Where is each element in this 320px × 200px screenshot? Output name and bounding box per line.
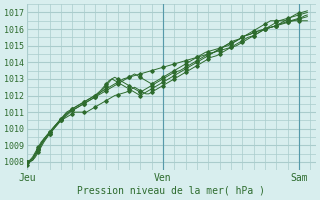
X-axis label: Pression niveau de la mer( hPa ): Pression niveau de la mer( hPa ) [77,186,265,196]
